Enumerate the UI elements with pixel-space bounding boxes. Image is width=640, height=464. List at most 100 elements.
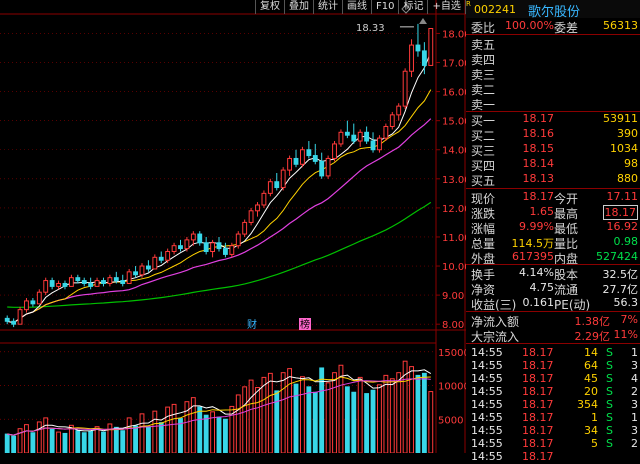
volume-bar (357, 376, 363, 453)
candle-body (235, 233, 241, 247)
quote-label: 最高 (554, 207, 579, 221)
volume-bar (107, 423, 113, 453)
volume-bar (402, 360, 408, 453)
candle-body (351, 134, 357, 142)
volume-bar (306, 386, 312, 453)
tick-price: 18.17 (522, 372, 554, 385)
toolbar-item-0[interactable]: 复权 (255, 0, 284, 14)
candle-body (24, 300, 29, 311)
volume-bar (409, 366, 414, 453)
ma20-line (7, 118, 432, 324)
volume-bar (152, 410, 158, 453)
candle-body (171, 245, 177, 252)
candle-body (113, 277, 119, 282)
candle-body (248, 210, 254, 223)
candle-body (229, 245, 235, 255)
volume-bar (216, 416, 222, 453)
stock-code[interactable]: 002241 (474, 3, 516, 16)
volume-bar (24, 424, 29, 453)
buy-order-row[interactable]: 买三 18.15 1034 (466, 142, 640, 158)
candle-body (428, 28, 434, 66)
toolbar-item-4[interactable]: F10 (371, 0, 398, 14)
candle-body (396, 105, 402, 116)
fund-value: 32.5亿 (602, 268, 639, 281)
toolbar-item-2[interactable]: 统计 (313, 0, 342, 14)
toolbar-item-6[interactable]: +自选 (427, 0, 464, 14)
candle-body (81, 280, 87, 284)
sell-order-row[interactable]: 卖二 (466, 81, 640, 97)
sell-order-row[interactable]: 卖一 (466, 96, 640, 112)
volume-bar (178, 418, 183, 453)
quote-value: 1.65 (529, 205, 555, 218)
quote-label: 总量 (471, 237, 496, 251)
volume-axis-label: 10000 (438, 382, 466, 393)
candle-body (4, 317, 10, 322)
quote-value: 18.17 (522, 190, 555, 203)
volume-bar (30, 432, 36, 453)
tick-volume: 14 (584, 346, 598, 359)
trade-tick-row: 14:55 18.17 (466, 450, 640, 464)
buy-order-row[interactable]: 买五 18.13 880 (466, 172, 640, 188)
volume-axis-label: 15000 (438, 348, 466, 359)
buy-volume: 53911 (603, 112, 638, 125)
buy-volume: 880 (617, 172, 638, 185)
divider (466, 111, 640, 112)
volume-bar (389, 378, 395, 453)
candle-body (17, 309, 23, 325)
tick-count: 2 (631, 385, 638, 398)
ma10-line (7, 89, 432, 324)
buy-order-row[interactable]: 买一 18.17 53911 (466, 112, 640, 128)
candle-body (338, 131, 344, 145)
volume-bar (113, 426, 119, 453)
tick-volume: 34 (584, 424, 598, 437)
quote-panel: R 002241 歌尔股份 委比 100.00% 委差 56313 卖五 卖四 卖三 卖二 卖一… (466, 0, 640, 463)
tick-price: 18.17 (522, 450, 554, 463)
stock-name[interactable]: 歌尔股份 (528, 5, 581, 20)
divider (466, 34, 640, 35)
divider (466, 188, 640, 189)
buy-price: 18.14 (522, 157, 555, 170)
sell-order-row[interactable]: 卖五 (466, 36, 640, 52)
tick-volume: 354 (577, 398, 598, 411)
toolbar-item-5[interactable]: 标记 (398, 0, 427, 14)
candle-body (11, 320, 17, 325)
candle-body (344, 131, 350, 136)
candle-body (210, 242, 216, 252)
volume-bar (81, 432, 87, 453)
volume-bar (11, 435, 17, 453)
divider (466, 343, 640, 344)
toolbar-item-1[interactable]: 叠加 (284, 0, 313, 14)
volume-bar (165, 406, 171, 453)
trade-tick-row: 14:55 18.17 5 S 2 (466, 437, 640, 451)
volume-bar (364, 393, 370, 453)
fund-label: 收益(三) (471, 298, 517, 312)
sell-order-row[interactable]: 卖四 (466, 51, 640, 67)
candle-body (319, 160, 325, 177)
toolbar-item-3[interactable]: 画线 (342, 0, 371, 14)
weibi-value: 100.00% (505, 19, 554, 32)
tick-volume: 64 (584, 359, 598, 372)
volume-bar (293, 383, 299, 453)
event-badge-bg (299, 318, 311, 330)
chart-canvas[interactable]: 18.00 17.00 16.00 15.00 14.00 13.00 12.00 11.00… (0, 0, 466, 453)
tick-count: 3 (631, 359, 638, 372)
candle-body (56, 282, 61, 287)
kline-chart[interactable]: 18.00 17.00 16.00 15.00 14.00 13.00 12.00 11.00… (0, 0, 466, 453)
volume-bar (396, 372, 402, 453)
tick-side: S (606, 424, 613, 437)
tick-volume: 1 (591, 411, 598, 424)
sell-order-row[interactable]: 卖三 (466, 66, 640, 82)
buy-order-row[interactable]: 买二 18.16 390 (466, 127, 640, 143)
candle-body (255, 204, 260, 212)
volume-bar (126, 417, 132, 453)
volume-bar (88, 430, 94, 453)
fundamental-row: 净资 4.75 流通 27.7亿 (466, 281, 640, 297)
buy-order-row[interactable]: 买四 18.14 98 (466, 157, 640, 173)
quote-value: 9.99% (519, 220, 554, 233)
candle-body (242, 221, 248, 235)
settings-indicator-icon (401, 4, 411, 14)
quote-row: 外盘 617395 内盘 527424 (466, 250, 640, 266)
volume-bar (332, 372, 337, 453)
candle-body (293, 157, 299, 165)
price-axis-label: 16.00 (442, 88, 466, 99)
